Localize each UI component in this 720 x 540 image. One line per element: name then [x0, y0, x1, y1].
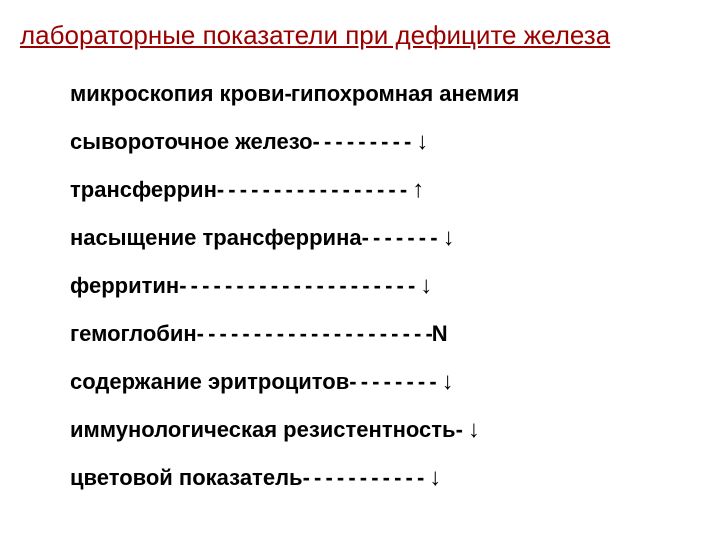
indicator-label: цветовой показатель	[70, 465, 303, 491]
indicator-label: содержание эритроцитов	[70, 369, 349, 395]
indicator-label: микроскопия крови	[70, 81, 285, 107]
arrow-down-icon: ↓	[442, 370, 454, 394]
indicator-label: ферритин	[70, 273, 179, 299]
dashes: -	[456, 417, 462, 443]
list-item: насыщение трансферрина - - - - - - - ↓	[70, 225, 660, 251]
arrow-up-icon: ↑	[412, 178, 424, 202]
list-item: микроскопия крови - гипохромная анемия	[70, 81, 660, 107]
dashes: - - - - - - - - - - -	[303, 465, 424, 491]
list-item: содержание эритроцитов - - - - - - - - ↓	[70, 369, 660, 395]
dashes: - - - - - - -	[362, 225, 437, 251]
list-item: ферритин - - - - - - - - - - - - - - - -…	[70, 273, 660, 299]
arrow-down-icon: ↓	[420, 274, 432, 298]
result-text: N	[432, 321, 448, 347]
page-title: лабораторные показатели при дефиците жел…	[20, 20, 700, 51]
dashes: - - - - - - - -	[349, 369, 435, 395]
list-item: сывороточное железо - - - - - - - - - ↓	[70, 129, 660, 155]
arrow-down-icon: ↓	[416, 130, 428, 154]
dashes: - - - - - - - - - - - - - - - - -	[217, 177, 406, 203]
list-item: иммунологическая резистентность - ↓	[70, 417, 660, 443]
indicator-label: насыщение трансферрина	[70, 225, 362, 251]
arrow-down-icon: ↓	[443, 226, 455, 250]
list-item: трансферрин - - - - - - - - - - - - - - …	[70, 177, 660, 203]
result-text: гипохромная анемия	[291, 81, 520, 107]
arrow-down-icon: ↓	[429, 466, 441, 490]
dashes: - - - - - - - - - - - - - - - - - - - - …	[197, 321, 432, 347]
indicators-list: микроскопия крови - гипохромная анемия с…	[20, 81, 700, 491]
arrow-down-icon: ↓	[468, 418, 480, 442]
indicator-label: гемоглобин	[70, 321, 197, 347]
dashes: - - - - - - - - - - - - - - - - - - - - …	[179, 273, 414, 299]
list-item: гемоглобин - - - - - - - - - - - - - - -…	[70, 321, 660, 347]
indicator-label: иммунологическая резистентность	[70, 417, 456, 443]
indicator-label: трансферрин	[70, 177, 217, 203]
list-item: цветовой показатель - - - - - - - - - - …	[70, 465, 660, 491]
indicator-label: сывороточное железо	[70, 129, 313, 155]
dashes: - - - - - - - - -	[313, 129, 411, 155]
